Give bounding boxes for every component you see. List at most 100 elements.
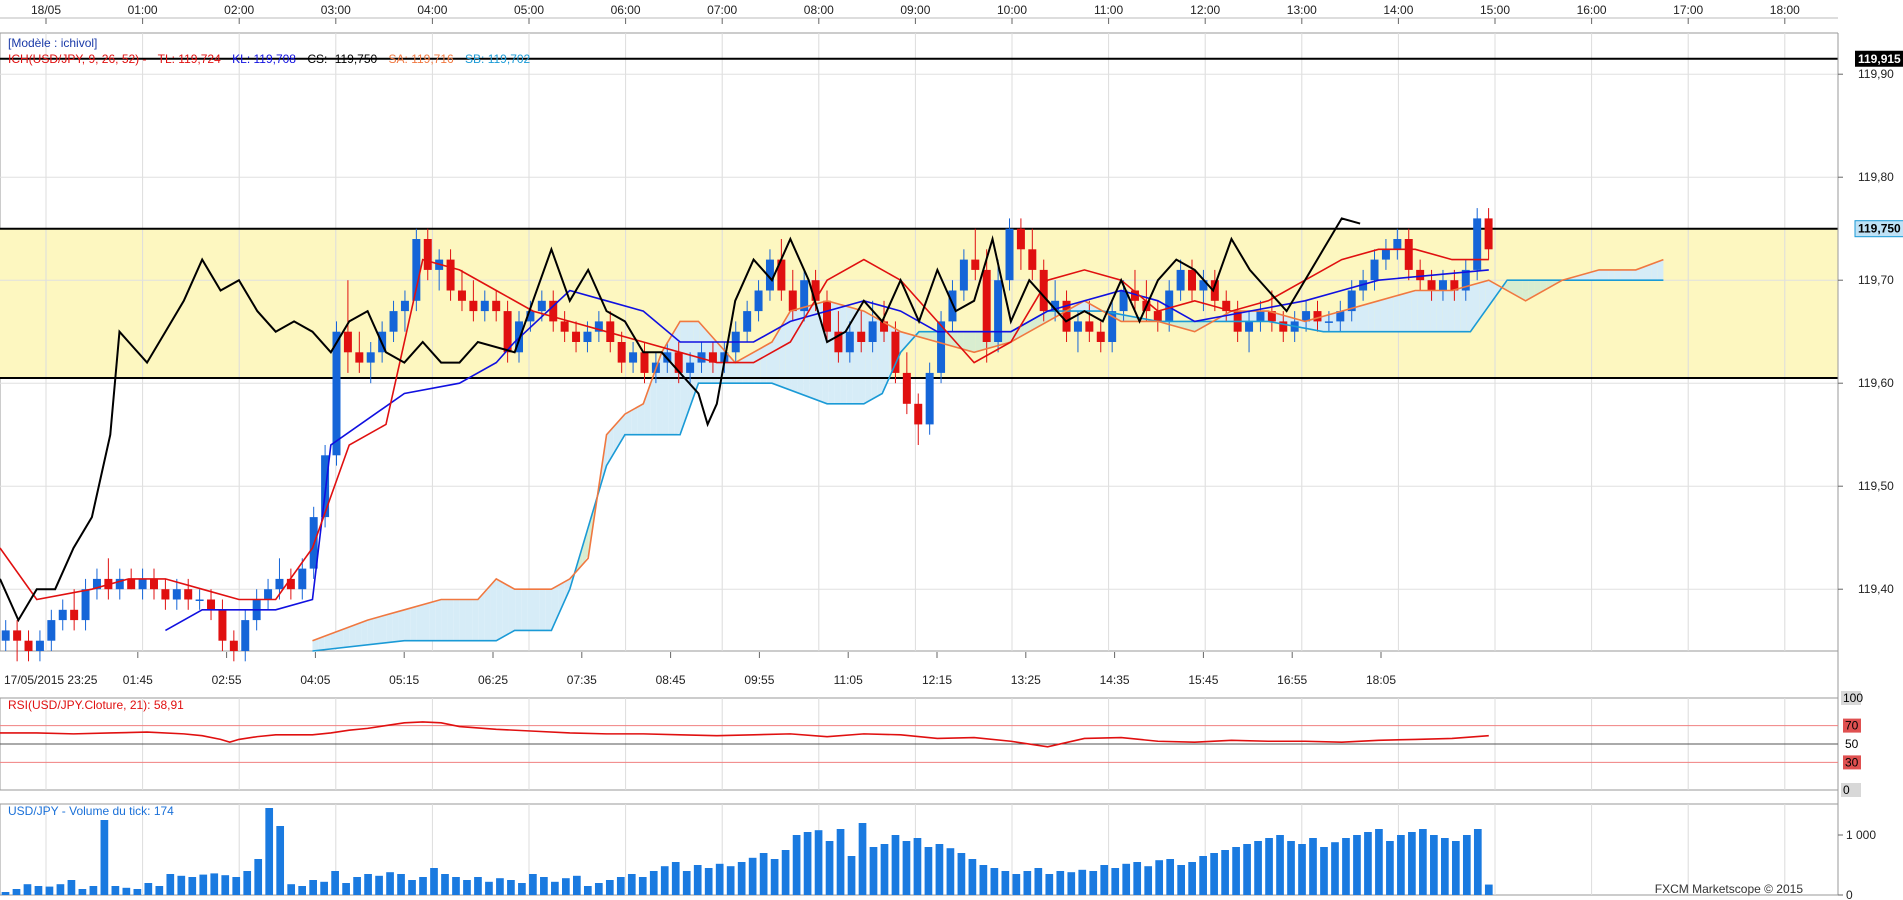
volume-bar xyxy=(89,886,98,895)
candle-body xyxy=(891,331,900,373)
ichimoku-cloud-segment xyxy=(527,589,534,631)
candle-body xyxy=(1302,311,1311,322)
ichimoku-cloud-segment xyxy=(380,614,387,644)
ichimoku-cloud-segment xyxy=(601,433,608,484)
bottom-time-label: 17/05/2015 23:25 xyxy=(4,673,98,687)
top-time-label: 12:00 xyxy=(1190,3,1220,17)
bottom-time-label: 04:05 xyxy=(300,673,330,687)
ichimoku-cloud-segment xyxy=(754,348,761,384)
ichimoku-cloud-segment xyxy=(1399,293,1406,332)
volume-bar xyxy=(276,826,285,895)
volume-bar xyxy=(1210,853,1218,895)
y-tick-label: 119,50 xyxy=(1858,479,1894,493)
candle-body xyxy=(526,311,535,322)
volume-bar xyxy=(309,880,317,895)
volume-bar xyxy=(23,884,32,895)
kijun-line xyxy=(165,269,1489,632)
ichimoku-cloud-segment xyxy=(361,620,368,646)
ichimoku-cloud-segment xyxy=(1387,296,1394,332)
ichimoku-cloud-segment xyxy=(1516,280,1523,299)
top-time-label: 18/05 xyxy=(31,3,61,17)
rsi-tick-label: 70 xyxy=(1845,719,1859,733)
ichimoku-cloud-segment xyxy=(1405,291,1412,332)
candle-body xyxy=(937,321,946,373)
ichimoku-cloud-segment xyxy=(447,599,454,641)
candle-body xyxy=(1119,290,1128,312)
ichimoku-cloud-segment xyxy=(496,579,503,641)
ichimoku-cloud-segment xyxy=(963,331,970,352)
ichimoku-cloud-segment xyxy=(1430,290,1437,332)
ichimoku-cloud-segment xyxy=(416,604,423,641)
volume-bar xyxy=(1298,844,1306,895)
volume-bar xyxy=(682,871,691,895)
volume-bar xyxy=(693,865,702,895)
volume-bar xyxy=(671,862,680,895)
volume-bar xyxy=(1133,862,1142,895)
ichimoku-cloud-segment xyxy=(349,624,356,647)
ichimoku-cloud-segment xyxy=(1411,290,1418,332)
ichimoku-cloud-segment xyxy=(1423,290,1431,332)
ichimoku-cloud-segment xyxy=(1006,330,1013,344)
ichimoku-cloud-segment xyxy=(1307,319,1314,330)
ichimoku-cloud-segment xyxy=(545,588,552,631)
volume-bar xyxy=(463,880,471,895)
candle-body xyxy=(1313,311,1322,322)
volume-bar xyxy=(298,886,307,895)
tl-value: TL: 119,724 xyxy=(157,52,221,66)
ichimoku-cloud-segment xyxy=(312,638,319,651)
ichimoku-cloud-segment xyxy=(410,606,417,641)
candle-body xyxy=(845,331,854,353)
y-tick-label: 119,90 xyxy=(1858,67,1894,81)
candle-body xyxy=(115,578,124,590)
ichimoku-cloud-segment xyxy=(441,599,448,641)
candle-body xyxy=(1199,280,1208,291)
ichimoku-cloud-segment xyxy=(809,303,816,400)
rsi-tick-box xyxy=(1841,691,1861,705)
volume-bar xyxy=(902,841,911,895)
rsi-tick-box xyxy=(1843,755,1861,770)
candle-body xyxy=(446,259,455,291)
ichimoku-cloud-segment xyxy=(459,599,466,641)
candle-body xyxy=(811,280,820,301)
ichimoku-cloud-segment xyxy=(1466,284,1474,332)
volume-bar xyxy=(1484,884,1493,895)
candle-body xyxy=(1051,300,1060,312)
volume-bar xyxy=(1144,866,1153,895)
ichimoku-cloud-segment xyxy=(1417,290,1424,332)
candle-body xyxy=(925,372,934,425)
volume-bar xyxy=(408,880,416,895)
candle-body xyxy=(743,311,752,332)
ichimoku-cloud-segment xyxy=(785,310,792,391)
ichimoku-cloud-segment xyxy=(1393,294,1400,332)
volume-bar xyxy=(353,877,361,895)
ichimoku-cloud-segment xyxy=(1473,282,1480,329)
rsi-tick-box xyxy=(1841,783,1861,797)
rsi-tick-label: 50 xyxy=(1845,737,1859,751)
ichimoku-cloud-segment xyxy=(1491,281,1498,303)
volume-bar xyxy=(957,853,966,895)
rsi-line xyxy=(0,721,1489,748)
level-label-box xyxy=(1855,50,1903,67)
senkou-a-line xyxy=(312,258,1664,642)
ichimoku-cloud-segment xyxy=(858,309,866,404)
candle-body xyxy=(1438,280,1447,291)
bottom-time-label: 18:05 xyxy=(1366,673,1396,687)
candle-body xyxy=(549,300,558,322)
ichimoku-cloud-segment xyxy=(1374,300,1381,332)
volume-bar xyxy=(891,835,900,895)
level-label: 119,750 xyxy=(1858,222,1901,236)
volume-bar xyxy=(1451,841,1460,895)
volume-bar xyxy=(67,880,76,895)
ichimoku-cloud-segment xyxy=(472,599,479,641)
top-time-label: 14:00 xyxy=(1383,3,1413,17)
volume-tick-label: 0 xyxy=(1846,888,1853,900)
candle-body xyxy=(138,578,147,590)
volume-bar xyxy=(12,889,21,895)
candle-body xyxy=(959,259,968,291)
volume-bar xyxy=(1243,844,1251,895)
candle-body xyxy=(1324,321,1333,323)
rsi-tick-box xyxy=(1843,718,1861,733)
volume-bar xyxy=(1078,869,1087,895)
ichimoku-cloud-segment xyxy=(1448,289,1455,332)
